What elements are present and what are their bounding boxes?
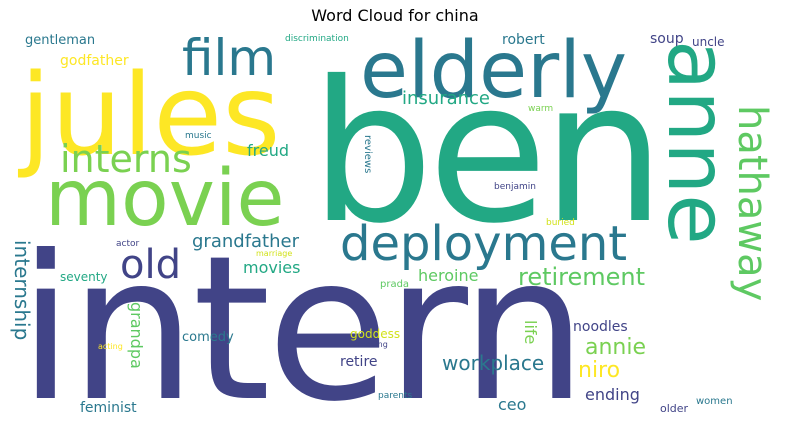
word-grandpa: grandpa <box>127 302 146 369</box>
word-grandfather: grandfather <box>192 231 299 252</box>
word-ceo: ceo <box>498 395 527 414</box>
word-reviews: reviews <box>362 135 373 174</box>
word-ending: ending <box>585 385 640 404</box>
word-gentleman: gentleman <box>25 33 96 48</box>
word-elderly: elderly <box>360 30 628 116</box>
word-film: film <box>182 30 277 87</box>
word-benjamin: benjamin <box>494 182 536 192</box>
word-uncle: uncle <box>692 35 725 49</box>
word-jules: jules <box>20 51 281 181</box>
word-moving: moving <box>358 340 388 349</box>
word-parents: parents <box>378 391 413 401</box>
word-comedy: comedy <box>182 330 234 345</box>
word-hathaway: hathaway <box>729 105 775 302</box>
word-goddess: goddess <box>350 327 401 341</box>
word-noodles: noodles <box>573 319 628 335</box>
word-marriage: marriage <box>256 249 293 258</box>
word-seventy: seventy <box>60 270 108 284</box>
word-acting: acting <box>98 342 123 351</box>
word-movies: movies <box>243 258 301 277</box>
word-retire: retire <box>340 354 378 370</box>
word-intern: intern <box>18 213 587 421</box>
word-discrimination: discrimination <box>285 34 349 44</box>
word-life: life <box>521 320 540 345</box>
word-feminist: feminist <box>80 400 137 416</box>
word-women: women <box>696 396 733 407</box>
word-movie: movie <box>45 154 285 244</box>
word-soup: soup <box>650 31 684 47</box>
word-robert: robert <box>502 32 545 48</box>
word-insurance: insurance <box>402 88 491 109</box>
word-workplace: workplace <box>442 351 545 375</box>
word-cloud: intern ben jules elderly movie anne film… <box>10 30 780 420</box>
word-warm: warm <box>528 104 554 114</box>
word-interns: interns <box>60 137 192 181</box>
word-freud: freud <box>247 141 289 160</box>
word-buried: buried <box>546 218 575 228</box>
word-actor: actor <box>116 239 140 249</box>
word-prada: prada <box>380 279 410 290</box>
word-retirement: retirement <box>518 263 646 291</box>
word-anne: anne <box>649 40 744 245</box>
word-internship: internship <box>10 240 34 341</box>
word-heroine: heroine <box>418 266 479 285</box>
word-ben: ben <box>310 39 665 266</box>
word-deployment: deployment <box>340 216 628 272</box>
word-music: music <box>185 131 212 141</box>
word-older: older <box>660 402 689 415</box>
word-old: old <box>120 242 181 288</box>
word-godfather: godfather <box>60 53 129 69</box>
word-niro: niro <box>578 358 621 383</box>
chart-title: Word Cloud for china <box>311 6 479 25</box>
word-annie: annie <box>585 335 647 360</box>
